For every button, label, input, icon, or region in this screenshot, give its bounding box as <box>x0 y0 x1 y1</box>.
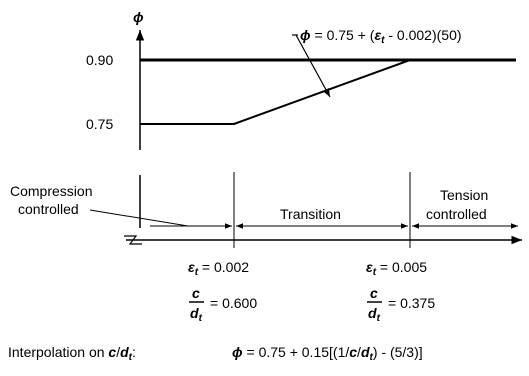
compression-label-line2: controlled <box>18 201 79 217</box>
tick-label-075: 0.75 <box>86 116 113 132</box>
transition-label: Transition <box>280 206 341 222</box>
ratio-left: c dt = 0.600 <box>189 285 257 324</box>
ratio-right: c dt = 0.375 <box>367 285 435 324</box>
strain-limit-right: εt = 0.005 <box>366 259 427 278</box>
strain-limit-left: εt = 0.002 <box>188 259 249 278</box>
tick-label-090: 0.90 <box>86 52 113 68</box>
compression-leader <box>89 209 189 227</box>
phi-equation: ϕ = 0.75 + (εt - 0.002)(50) <box>292 27 462 98</box>
phi-axis-symbol: ϕ <box>133 9 144 25</box>
svg-text:c: c <box>370 285 378 301</box>
compression-label-line1: Compression <box>10 183 92 199</box>
phi-curve <box>140 59 516 125</box>
svg-text:= 0.600: = 0.600 <box>210 295 257 311</box>
interpolation-formula: ϕ = 0.75 + 0.15[(1/c/dt) - (5/3)] <box>232 344 423 363</box>
tension-label-line1: Tension <box>440 187 488 203</box>
tension-label-line2: controlled <box>426 206 487 222</box>
svg-text:dt: dt <box>190 305 203 324</box>
svg-text:ϕ = 0.75 + (εt - 0.002)(50): ϕ = 0.75 + (εt - 0.002)(50) <box>300 27 462 46</box>
svg-text:dt: dt <box>368 305 381 324</box>
axis-break-symbol <box>124 235 142 245</box>
interpolation-label: Interpolation on c/dt: <box>8 344 136 363</box>
svg-text:c: c <box>192 285 200 301</box>
svg-text:= 0.375: = 0.375 <box>388 295 435 311</box>
equation-leader <box>295 34 331 98</box>
